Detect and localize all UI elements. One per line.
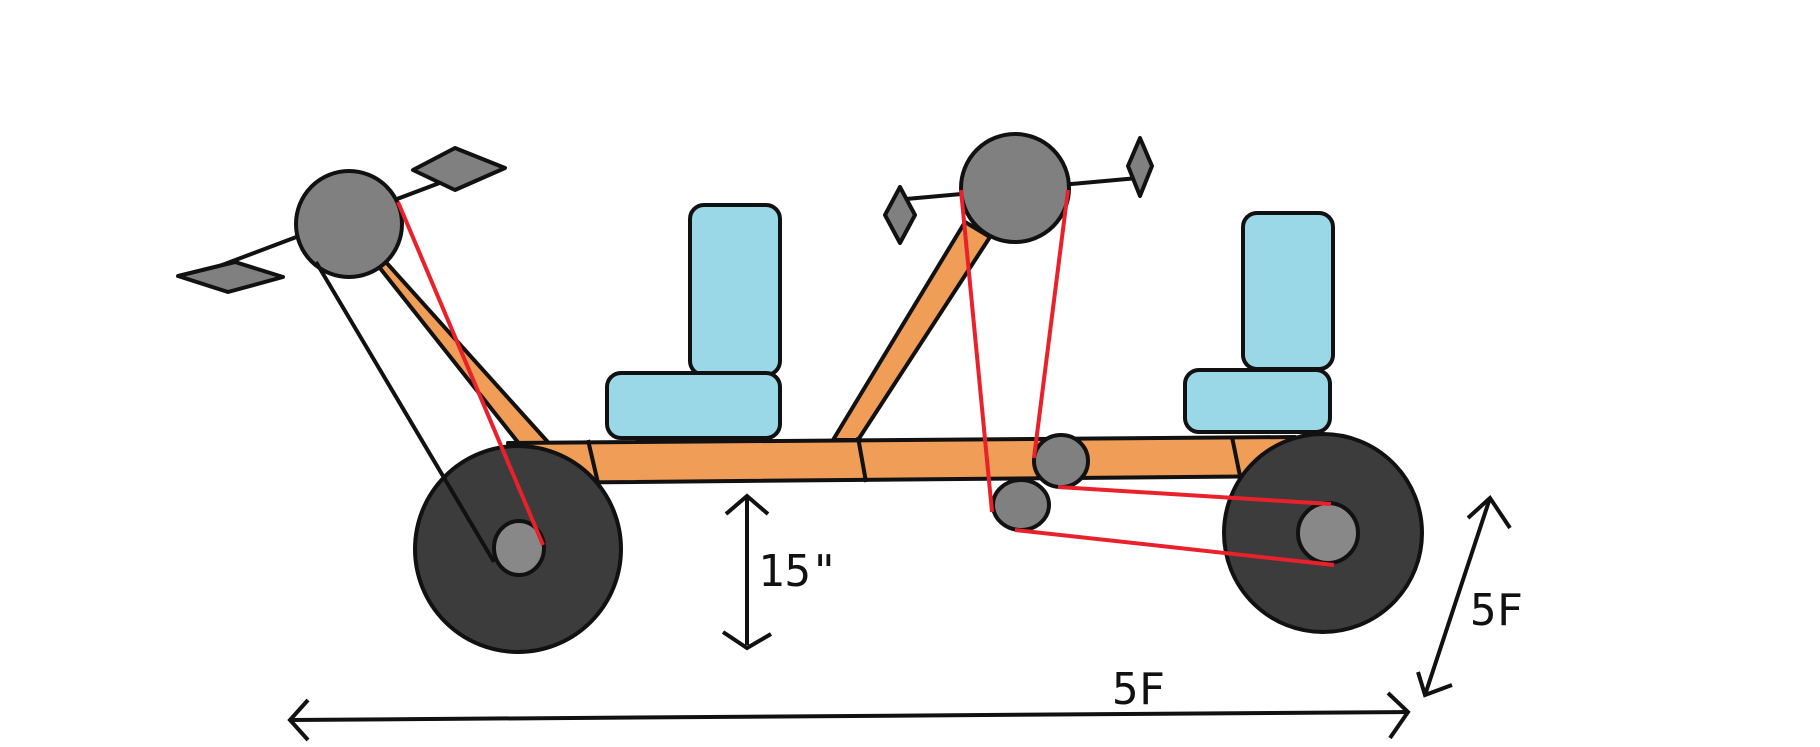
overall-width-dimension: 5F (1416, 494, 1523, 698)
upper-idler-sprocket (1032, 433, 1090, 489)
front-left-pedal-icon (883, 185, 917, 245)
clearance-arrow-top-head (724, 493, 770, 516)
front-wheel (1222, 432, 1424, 634)
wheel-chain-top-run (1057, 485, 1332, 506)
ground-clearance-dimension: 15" (721, 493, 837, 651)
frame-joint-2 (856, 436, 868, 483)
front-seat-cushion (1183, 368, 1332, 434)
clearance-arrow-bottom-head (721, 630, 773, 651)
width-arrow-bottom-head (1416, 671, 1453, 698)
front-chain-left-run (959, 189, 994, 513)
rear-seat (605, 203, 782, 440)
chains (314, 189, 1335, 567)
frame-joint-1 (586, 439, 600, 484)
front-crank-sprocket (959, 132, 1071, 244)
rear-chain-front-run (396, 201, 545, 546)
width-arrow-top-head (1466, 494, 1512, 530)
front-wheel-hub (1296, 501, 1360, 565)
width-arrow-line (1423, 497, 1492, 696)
overall-length-dimension: 5F (287, 664, 1411, 742)
rear-left-pedal-icon (176, 260, 285, 294)
front-right-pedal-icon (1126, 136, 1154, 198)
overall-width-label: 5F (1470, 585, 1523, 636)
rear-seat-back (688, 203, 782, 377)
rear-seat-cushion (605, 371, 782, 440)
length-arrow-left-head (287, 698, 310, 742)
frame-rail (506, 435, 1298, 485)
frame-joint-3 (1230, 436, 1242, 477)
rear-chain-back-run (314, 260, 496, 564)
rear-crank-sprocket (294, 169, 404, 279)
front-crank-tower (831, 132, 1154, 442)
front-seat (1183, 211, 1335, 434)
front-chain-right-run (1032, 189, 1070, 459)
rear-crank-tower (176, 146, 557, 457)
rear-wheel-hub (492, 519, 546, 577)
lower-idler-sprocket (991, 478, 1051, 532)
rear-right-pedal-icon (411, 146, 507, 192)
rear-wheel (413, 444, 623, 654)
length-arrow-line (289, 710, 1409, 722)
length-arrow-right-head (1386, 691, 1411, 740)
overall-length-label: 5F (1112, 664, 1165, 715)
front-seat-back (1241, 211, 1335, 371)
main-frame (506, 435, 1298, 485)
ground-clearance-label: 15" (758, 546, 837, 597)
wheel-chain-bottom-run (1014, 528, 1335, 567)
